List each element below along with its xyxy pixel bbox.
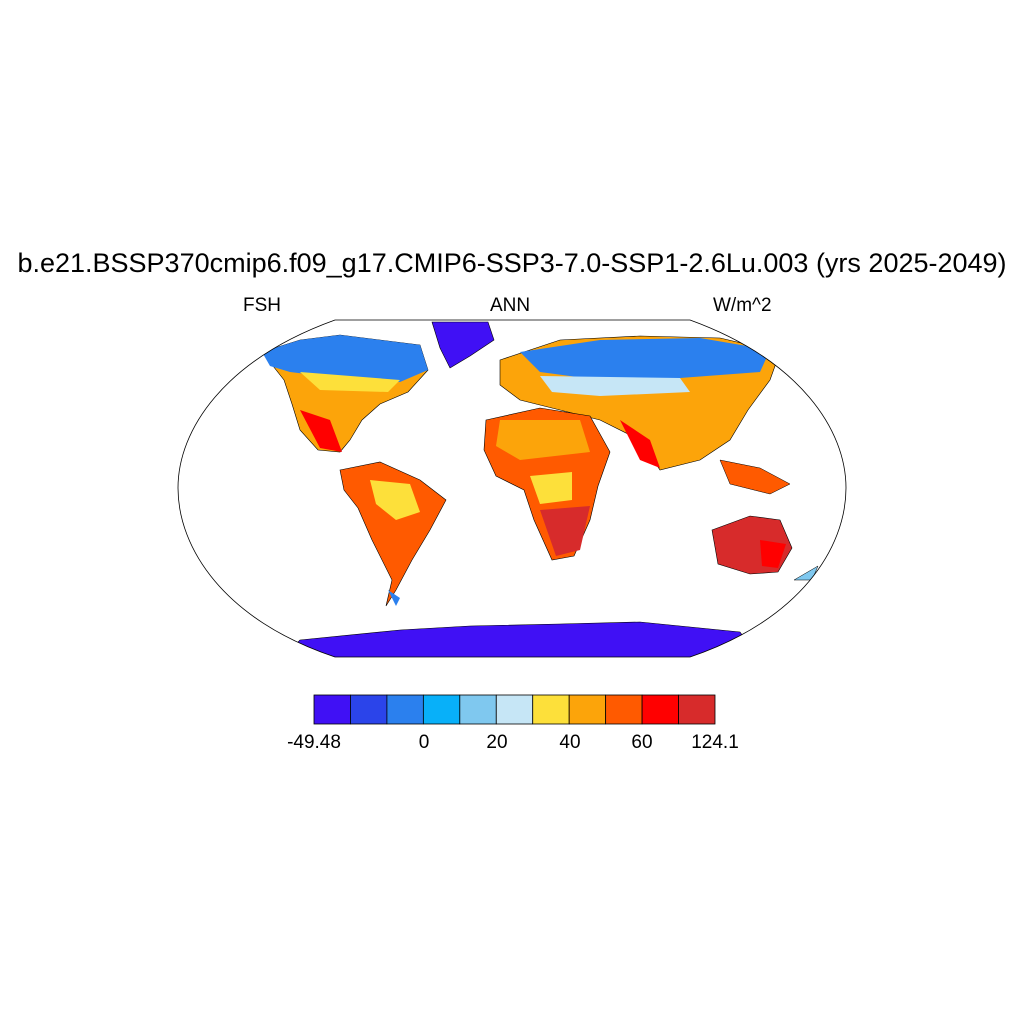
units-label: W/m^2 [713,295,772,316]
colorbar-label: -49.48 [287,732,341,753]
colorbar-label: 60 [631,732,653,753]
plot-title: b.e21.BSSP370cmip6.f09_g17.CMIP6-SSP3-7.… [17,248,1007,278]
colorbar-swatch [532,694,570,725]
colorbar-label: 124.1 [691,732,739,753]
colorbar [313,694,716,725]
colorbar-swatch [313,694,351,725]
colorbar-swatch [350,694,388,725]
colorbar-label: 20 [486,732,508,753]
colorbar-label: 0 [418,732,430,753]
season-label: ANN [490,295,531,316]
land-fill [261,321,819,657]
colorbar-swatch [641,694,679,725]
colorbar-swatch [386,694,424,725]
colorbar-swatch [568,694,607,725]
colorbar-swatch [495,694,534,725]
map-border [177,319,847,658]
variable-label: FSH [243,295,281,316]
south-america [339,461,447,607]
colorbar-label: 40 [559,732,581,753]
antarctica [279,621,761,657]
colorbar-swatch [678,694,716,725]
colorbar-swatch [605,694,643,725]
colorbar-swatch [422,694,461,725]
greenland [431,321,495,369]
colorbar-swatch [459,694,497,725]
